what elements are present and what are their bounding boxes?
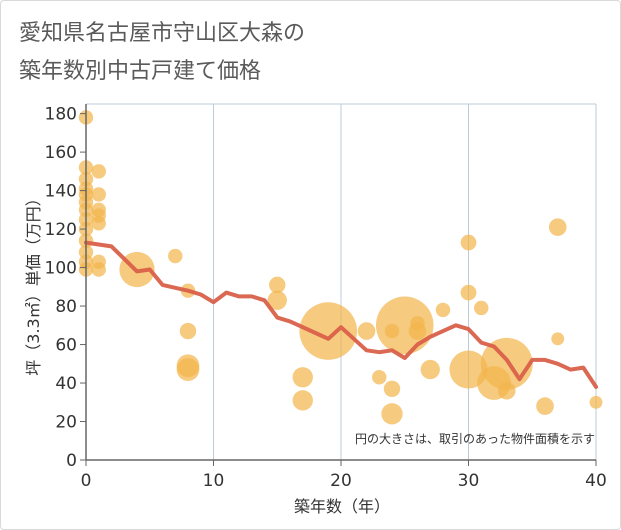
y-tick-label: 80 <box>55 297 77 317</box>
x-tick-label: 40 <box>585 471 607 491</box>
y-tick-label: 0 <box>66 451 77 471</box>
x-tick-label: 0 <box>81 471 92 491</box>
data-bubble <box>267 290 287 310</box>
data-bubble <box>176 358 200 381</box>
tick-labels: 0 20 40 60 80 100 120 140 160 180 0 10 20 30 40 <box>45 105 607 491</box>
data-bubble <box>551 332 565 346</box>
data-bubble <box>536 397 554 415</box>
y-tick-label: 40 <box>55 374 77 394</box>
axes <box>80 104 597 466</box>
data-bubble <box>497 381 516 400</box>
average-price-line <box>84 240 598 389</box>
chart-title: 愛知県名古屋市守山区大森の 築年数別中古戸建て価格 <box>19 21 306 84</box>
bubble-size-note: 円の大きさは、取引のあった物件面積を示す <box>355 431 595 446</box>
data-bubble <box>91 187 106 202</box>
x-tick-label: 20 <box>330 471 352 491</box>
y-tick-label: 180 <box>45 105 77 125</box>
data-bubble <box>357 322 376 340</box>
y-tick-label: 160 <box>45 143 77 163</box>
data-bubble <box>375 296 434 355</box>
y-tick-label: 140 <box>45 182 77 202</box>
data-bubble <box>460 234 477 251</box>
data-bubble <box>381 403 403 425</box>
y-axis-title: 坪（3.3㎡）単価（万円） <box>24 190 43 375</box>
data-bubble <box>91 216 106 231</box>
data-bubble <box>383 380 401 398</box>
y-tick-label: 20 <box>55 413 77 433</box>
data-bubble <box>548 218 567 236</box>
data-bubble <box>420 359 440 380</box>
data-bubble <box>589 395 603 409</box>
x-axis-title: 築年数（年） <box>294 497 390 516</box>
data-bubble <box>435 302 451 318</box>
y-tick-label: 60 <box>55 336 77 356</box>
average-line-layer <box>84 240 598 389</box>
y-tick-label: 120 <box>45 220 77 240</box>
data-bubble <box>179 322 197 340</box>
x-tick-label: 30 <box>458 471 480 491</box>
x-tick-label: 10 <box>203 471 225 491</box>
data-bubble <box>460 284 477 301</box>
data-bubble <box>372 370 387 385</box>
data-bubble <box>292 367 313 388</box>
data-bubble <box>299 302 358 360</box>
data-bubble <box>168 248 183 264</box>
data-bubble <box>474 300 489 316</box>
data-bubble <box>408 322 427 340</box>
y-tick-label: 100 <box>45 259 77 279</box>
data-bubble <box>91 262 106 277</box>
data-bubble <box>269 276 286 294</box>
data-bubble <box>292 390 313 411</box>
data-bubble <box>91 164 106 179</box>
